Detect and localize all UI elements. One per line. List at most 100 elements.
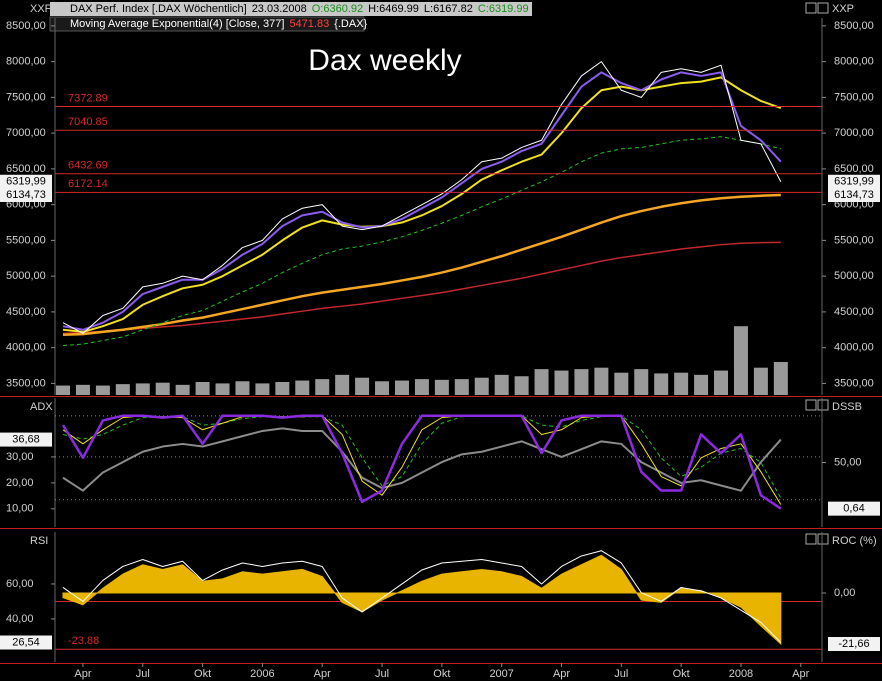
y-tick-label: 10,00 [6,503,34,515]
y2-tick-label: 0,00 [834,587,855,599]
value-tag [0,432,52,447]
y-tick-label: 8500,00 [6,20,46,32]
y-tick-label: 30,00 [6,451,34,463]
x-tick-label: 2007 [489,668,513,680]
window-button[interactable] [817,399,829,411]
x-tick-label: Apr [553,668,570,680]
x-tick-label: Jul [614,668,628,680]
series-line [62,550,782,643]
legend-text: L:6167.82 [424,3,473,15]
volume-bar [175,384,190,395]
value-tag-label: 6134,73 [834,189,874,201]
value-tag [0,174,52,189]
volume-bar [674,372,689,395]
volume-bar [654,373,669,395]
y-tick-label: 4000,00 [834,342,874,354]
volume-bar [554,370,569,395]
volume-bar [215,383,230,395]
volume-bar [574,369,589,395]
source-label: XXP [30,3,52,15]
volume-bar [634,369,649,395]
y-tick-label: 6500,00 [6,163,46,175]
y-tick-label: 8000,00 [6,56,46,68]
window-button[interactable] [805,399,817,411]
volume-bar [434,379,449,395]
volume-bar [474,377,489,395]
legend-box [49,16,365,32]
value-tag-label: -21,66 [838,638,869,650]
volume-bar [733,326,748,395]
volume-bar [315,379,330,395]
y-tick-label: 60,00 [6,578,34,590]
legend-text: {.DAX} [334,18,367,30]
series-line [62,193,781,337]
y2-axis-label: DSSB [832,401,862,413]
volume-bar [75,384,90,395]
x-tick-label: 2008 [729,668,753,680]
source-label: XXP [832,3,854,15]
window-button[interactable] [817,2,829,14]
x-tick-label: Jul [136,668,150,680]
volume-bar [295,380,310,395]
y-tick-label: 7500,00 [834,91,874,103]
level-label: 7040.85 [68,116,108,128]
volume-bar [255,383,270,395]
volume-bar [115,384,130,395]
volume-bar [514,376,529,395]
volume-bar [694,374,709,395]
legend-text: O:6360.92 [312,3,363,15]
volume-bar [454,379,469,395]
series-line [62,136,781,347]
y-tick-label: 8000,00 [834,56,874,68]
value-tag-label: 6319,99 [834,176,874,188]
y2-tick-label: 50,00 [834,456,862,468]
x-tick-label: Okt [433,668,450,680]
volume-bar [135,383,150,395]
y-axis-label: RSI [30,535,48,547]
chart-title: Dax weekly [308,44,461,77]
y-tick-label: 7000,00 [6,127,46,139]
legend-text: DAX Perf. Index [.DAX Wöchentlich] [70,3,247,15]
y-axis-label: ADX [30,401,53,413]
y-tick-label: 3500,00 [834,377,874,389]
value-tag-label: 6134,73 [6,189,46,201]
y-tick-label: 7000,00 [834,127,874,139]
level-label: 6172.14 [68,178,108,190]
x-tick-label: Jul [375,668,389,680]
series-line [62,76,782,333]
x-tick-label: Okt [194,668,211,680]
volume-bar [275,381,290,395]
window-button[interactable] [805,2,817,14]
value-tag [828,188,880,203]
series-line [61,414,782,510]
volume-bar [56,385,70,395]
value-tag [828,501,880,516]
volume-bar [534,369,549,395]
volume-bar [375,381,390,395]
volume-bar [414,379,429,395]
volume-bar [95,385,110,395]
x-tick-label: 2006 [250,668,274,680]
value-tag-label: 6319,99 [6,176,46,188]
volume-bar [355,377,370,395]
legend-text: H:6469.99 [368,3,419,15]
y-tick-label: 4500,00 [6,306,46,318]
legend-text: 5471.83 [289,18,329,30]
window-button[interactable] [817,533,829,545]
y-tick-label: 5000,00 [834,270,874,282]
legend-text: 23.03.2008 [252,3,307,15]
window-button[interactable] [805,533,817,545]
series-line [62,415,782,499]
volume-bar [494,374,509,395]
y-tick-label: 20,00 [6,477,34,489]
volume-bar [335,374,350,395]
legend-text: C:6319.99 [478,3,529,15]
y-tick-label: 7500,00 [6,91,46,103]
volume-bar [195,381,210,395]
value-tag-label: 26,54 [12,636,40,648]
value-tag-label: 36,68 [12,433,40,445]
y-tick-label: 4000,00 [6,342,46,354]
value-tag [828,174,880,189]
y-tick-label: 40,00 [6,613,34,625]
